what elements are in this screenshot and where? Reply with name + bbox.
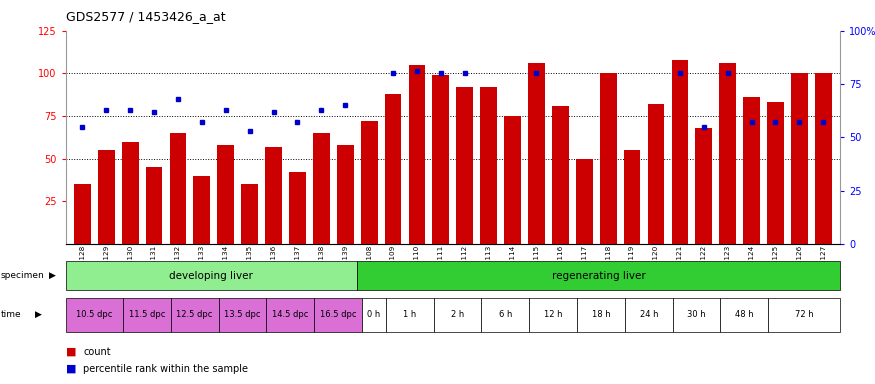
Bar xyxy=(767,102,784,244)
Bar xyxy=(314,298,362,332)
Bar xyxy=(409,65,425,244)
Text: count: count xyxy=(83,347,111,357)
Bar xyxy=(219,298,266,332)
Bar xyxy=(171,298,219,332)
Text: specimen: specimen xyxy=(1,271,45,280)
Bar xyxy=(193,175,210,244)
Bar xyxy=(66,298,123,332)
Bar xyxy=(362,298,386,332)
Bar xyxy=(170,133,186,244)
Bar xyxy=(648,104,664,244)
Text: 18 h: 18 h xyxy=(592,310,610,319)
Bar xyxy=(552,106,569,244)
Bar xyxy=(768,298,840,332)
Bar xyxy=(217,145,234,244)
Text: 13.5 dpc: 13.5 dpc xyxy=(224,310,261,319)
Bar xyxy=(625,298,673,332)
Bar xyxy=(720,298,768,332)
Bar xyxy=(719,63,736,244)
Text: 14.5 dpc: 14.5 dpc xyxy=(272,310,309,319)
Text: 0 h: 0 h xyxy=(368,310,381,319)
Bar xyxy=(265,147,282,244)
Bar xyxy=(815,73,831,244)
Bar xyxy=(624,150,640,244)
Bar xyxy=(791,73,808,244)
Text: 48 h: 48 h xyxy=(735,310,753,319)
Bar xyxy=(576,159,592,244)
Bar xyxy=(289,172,306,244)
Bar xyxy=(386,298,434,332)
Bar xyxy=(122,142,138,244)
Bar xyxy=(457,87,473,244)
Bar xyxy=(743,97,760,244)
Bar xyxy=(480,87,497,244)
Bar xyxy=(242,184,258,244)
Text: 12.5 dpc: 12.5 dpc xyxy=(177,310,213,319)
Text: ■: ■ xyxy=(66,346,76,356)
Bar xyxy=(696,128,712,244)
Text: 2 h: 2 h xyxy=(451,310,465,319)
Bar xyxy=(66,261,357,290)
Text: 11.5 dpc: 11.5 dpc xyxy=(129,310,165,319)
Bar xyxy=(146,167,163,244)
Text: 30 h: 30 h xyxy=(687,310,706,319)
Bar xyxy=(481,298,529,332)
Text: 1 h: 1 h xyxy=(403,310,416,319)
Text: 72 h: 72 h xyxy=(794,310,814,319)
Bar xyxy=(337,145,354,244)
Bar xyxy=(357,261,840,290)
Text: 12 h: 12 h xyxy=(544,310,563,319)
Text: ■: ■ xyxy=(66,364,76,374)
Bar xyxy=(123,298,171,332)
Bar xyxy=(432,75,449,244)
Bar xyxy=(360,121,377,244)
Bar xyxy=(673,298,720,332)
Text: ▶: ▶ xyxy=(35,310,42,319)
Text: GDS2577 / 1453426_a_at: GDS2577 / 1453426_a_at xyxy=(66,10,225,23)
Text: 6 h: 6 h xyxy=(499,310,512,319)
Bar xyxy=(313,133,330,244)
Text: 24 h: 24 h xyxy=(640,310,658,319)
Bar xyxy=(504,116,521,244)
Text: percentile rank within the sample: percentile rank within the sample xyxy=(83,364,248,374)
Bar xyxy=(385,94,402,244)
Text: developing liver: developing liver xyxy=(170,270,254,281)
Bar xyxy=(671,60,689,244)
Text: 10.5 dpc: 10.5 dpc xyxy=(76,310,113,319)
Bar xyxy=(599,73,617,244)
Bar xyxy=(434,298,481,332)
Text: 16.5 dpc: 16.5 dpc xyxy=(320,310,356,319)
Bar xyxy=(98,150,115,244)
Bar xyxy=(528,63,545,244)
Text: ▶: ▶ xyxy=(49,271,56,280)
Bar xyxy=(74,184,91,244)
Text: time: time xyxy=(1,310,22,319)
Text: regenerating liver: regenerating liver xyxy=(552,270,646,281)
Bar xyxy=(578,298,625,332)
Bar xyxy=(529,298,578,332)
Bar xyxy=(266,298,314,332)
